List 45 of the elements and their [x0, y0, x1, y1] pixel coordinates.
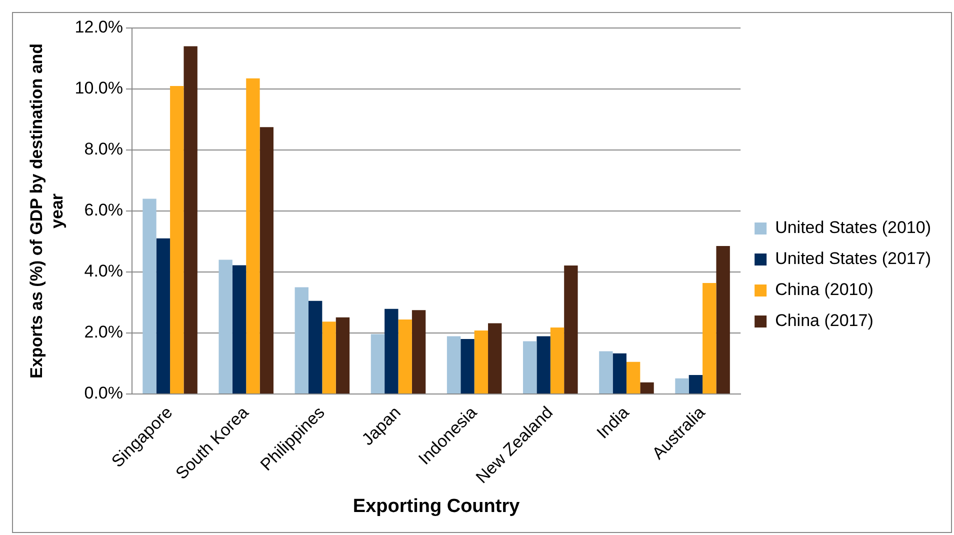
- bar: [294, 287, 308, 394]
- bar: [536, 336, 550, 394]
- bar: [322, 322, 336, 394]
- bar: [232, 265, 246, 394]
- bar: [599, 351, 613, 394]
- y-tick-label: 12.0%: [74, 18, 124, 37]
- bar: [142, 198, 156, 394]
- bar: [716, 246, 730, 394]
- bar: [460, 339, 474, 394]
- bar: [702, 282, 716, 394]
- y-axis-title: Exports as (%) of GDP by destination and year: [26, 43, 66, 378]
- legend-label: China (2017): [775, 311, 874, 330]
- bar: [260, 127, 274, 394]
- legend-label: United States (2010): [775, 218, 931, 238]
- bar: [523, 341, 537, 394]
- y-tick-label: 8.0%: [84, 140, 124, 159]
- bar: [412, 310, 426, 394]
- bar: [564, 266, 578, 394]
- legend-label: China (2010): [775, 280, 874, 300]
- y-tick-label: 4.0%: [84, 262, 124, 281]
- y-tick-label: 6.0%: [84, 200, 124, 220]
- bar: [612, 353, 626, 394]
- bar: [308, 300, 322, 394]
- bar: [384, 308, 398, 394]
- bar: [218, 260, 232, 394]
- bar: [170, 86, 184, 394]
- bar: [398, 320, 412, 394]
- bar: [626, 362, 640, 394]
- bar: [336, 317, 350, 394]
- x-axis-title: Exporting Country: [352, 496, 520, 517]
- bar: [474, 330, 488, 394]
- y-tick-label: 10.0%: [74, 78, 124, 98]
- bar: [370, 334, 385, 394]
- bar: [675, 378, 689, 394]
- bar: [550, 327, 564, 394]
- bar: [156, 238, 170, 394]
- bar: [246, 78, 260, 394]
- bar: [446, 336, 461, 394]
- bar: [184, 46, 198, 394]
- y-tick-label: 0.0%: [84, 384, 124, 403]
- bar: [688, 375, 703, 394]
- bar: [640, 382, 654, 394]
- legend-label: United States (2017): [775, 249, 931, 268]
- y-tick-label: 2.0%: [84, 322, 124, 342]
- bar: [488, 323, 502, 394]
